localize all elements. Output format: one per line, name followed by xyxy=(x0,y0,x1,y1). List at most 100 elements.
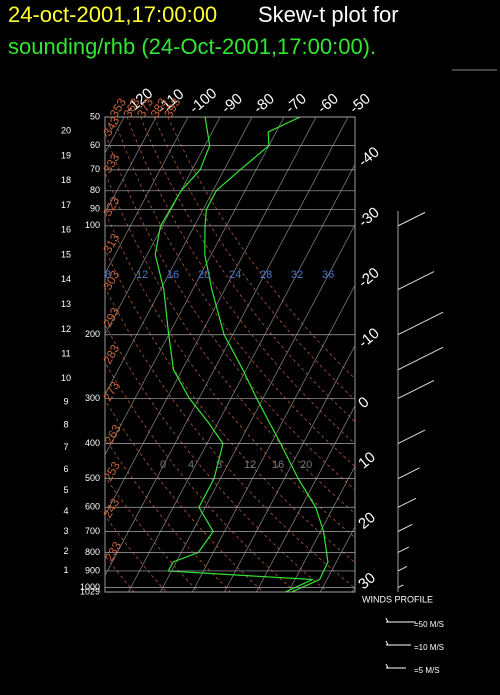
height-tick-label: 12 xyxy=(61,324,71,334)
isotherm-label: 30 xyxy=(355,569,379,593)
isotherm xyxy=(105,117,317,517)
chart-title-suffix: Skew-t plot for xyxy=(258,2,399,27)
isotherm-label: -80 xyxy=(250,90,278,117)
isotherm xyxy=(256,405,355,592)
y-tick-label: 300 xyxy=(85,393,100,403)
height-tick-label: 16 xyxy=(61,225,71,235)
isotherm-label: -50 xyxy=(346,90,374,117)
y-tick-label: 600 xyxy=(85,502,100,512)
moist-label: 36 xyxy=(322,269,334,281)
dry-adiabat-label: 253 xyxy=(101,459,123,484)
moist-label: 24 xyxy=(229,269,241,281)
mixing-label: 8 xyxy=(216,459,222,471)
wind-barb xyxy=(397,211,426,227)
dry-adiabat xyxy=(105,324,328,592)
isotherm xyxy=(105,117,349,577)
dry-adiabat-label: 283 xyxy=(100,342,122,367)
dry-adiabat xyxy=(0,117,102,592)
wind-legend-tick xyxy=(385,663,389,669)
isotherm-label: -70 xyxy=(282,90,310,117)
wind-legend-tick xyxy=(385,617,389,623)
height-tick-label: 2 xyxy=(63,546,68,556)
mixing-label: 16 xyxy=(272,459,284,471)
y-tick-label: 60 xyxy=(90,140,100,150)
dry-adiabat xyxy=(105,361,296,592)
dry-adiabat xyxy=(105,171,355,514)
dry-adiabat xyxy=(153,117,355,401)
y-tick-label: 1000 xyxy=(80,582,100,592)
isotherm-label: -100 xyxy=(186,85,220,117)
isotherm-label: -60 xyxy=(314,90,342,117)
isotherm xyxy=(105,117,285,456)
dry-adiabat-label: 273 xyxy=(100,379,122,404)
height-tick-label: 10 xyxy=(61,373,71,383)
isotherm xyxy=(320,525,355,592)
height-tick-label: 3 xyxy=(63,526,68,536)
dry-adiabat-label: 323 xyxy=(100,194,122,219)
wind-barb xyxy=(397,546,410,553)
isotherm-label: -40 xyxy=(355,143,383,170)
wind-legend-label: =5 M/S xyxy=(414,666,440,675)
mixing-label: 4 xyxy=(188,459,194,471)
y-tick-label: 70 xyxy=(90,164,100,174)
height-tick-label: 4 xyxy=(63,506,68,516)
y-tick-label: 200 xyxy=(85,329,100,339)
wind-barb xyxy=(397,584,404,588)
height-tick-label: 13 xyxy=(61,299,71,309)
dry-adiabat xyxy=(105,286,355,589)
height-tick-label: 17 xyxy=(61,200,71,210)
y-tick-label: 90 xyxy=(90,204,100,214)
wind-barb xyxy=(397,467,420,480)
isotherm xyxy=(288,465,355,592)
height-tick-label: 20 xyxy=(61,126,71,136)
moist-label: 12 xyxy=(136,269,148,281)
wind-title: WINDS PROFILE xyxy=(362,594,433,604)
isotherm-label: 0 xyxy=(355,394,372,412)
wind-legend-label: =10 M/S xyxy=(414,643,444,652)
isotherm-label: -90 xyxy=(218,90,246,117)
dry-adiabat xyxy=(167,117,355,380)
isotherm xyxy=(105,117,253,396)
wind-barb xyxy=(397,429,426,445)
height-tick-label: 5 xyxy=(63,485,68,495)
isotherm-label: 10 xyxy=(355,449,379,473)
wind-barb xyxy=(397,566,408,572)
dry-adiabat-label: 313 xyxy=(100,231,122,256)
dry-adiabat-label: 333 xyxy=(100,151,122,176)
y-tick-label: 1029 xyxy=(80,586,100,596)
chart-title: 24-oct-2001,17:00:00 xyxy=(8,2,217,27)
isotherm-label: -10 xyxy=(355,325,383,352)
chart-subtitle: sounding/rhb (24-Oct-2001,17:00:00). xyxy=(8,34,376,59)
moist-label: 8 xyxy=(105,269,111,281)
wind-legend-tick xyxy=(385,640,389,646)
moist-label: 28 xyxy=(260,269,272,281)
y-tick-label: 500 xyxy=(85,473,100,483)
isotherm-label: -30 xyxy=(355,204,383,231)
isotherm xyxy=(192,284,355,592)
y-tick-label: 100 xyxy=(85,220,100,230)
height-tick-label: 19 xyxy=(61,150,71,160)
wind-barb xyxy=(397,379,435,399)
wind-barb xyxy=(397,271,435,290)
wind-legend-label: =50 M/S xyxy=(414,620,444,629)
sounding-line xyxy=(154,117,313,592)
moist-label: 32 xyxy=(291,269,303,281)
height-tick-label: 11 xyxy=(61,349,70,359)
y-tick-label: 700 xyxy=(85,526,100,536)
y-tick-label: 50 xyxy=(90,111,100,121)
isotherm xyxy=(128,163,355,592)
y-tick-label: 80 xyxy=(90,185,100,195)
isotherm xyxy=(224,344,355,592)
height-tick-label: 14 xyxy=(61,274,71,284)
dry-adiabat-label: 303 xyxy=(100,268,122,293)
wind-barb xyxy=(397,497,417,508)
wind-barb xyxy=(397,346,444,371)
moist-label: 20 xyxy=(198,269,210,281)
moist-label: 16 xyxy=(167,269,179,281)
y-tick-label: 400 xyxy=(85,438,100,448)
height-tick-label: 18 xyxy=(61,175,71,185)
y-tick-label: 900 xyxy=(85,565,100,575)
mixing-label: 20 xyxy=(300,459,312,471)
dry-adiabat-label: 293 xyxy=(100,305,122,330)
